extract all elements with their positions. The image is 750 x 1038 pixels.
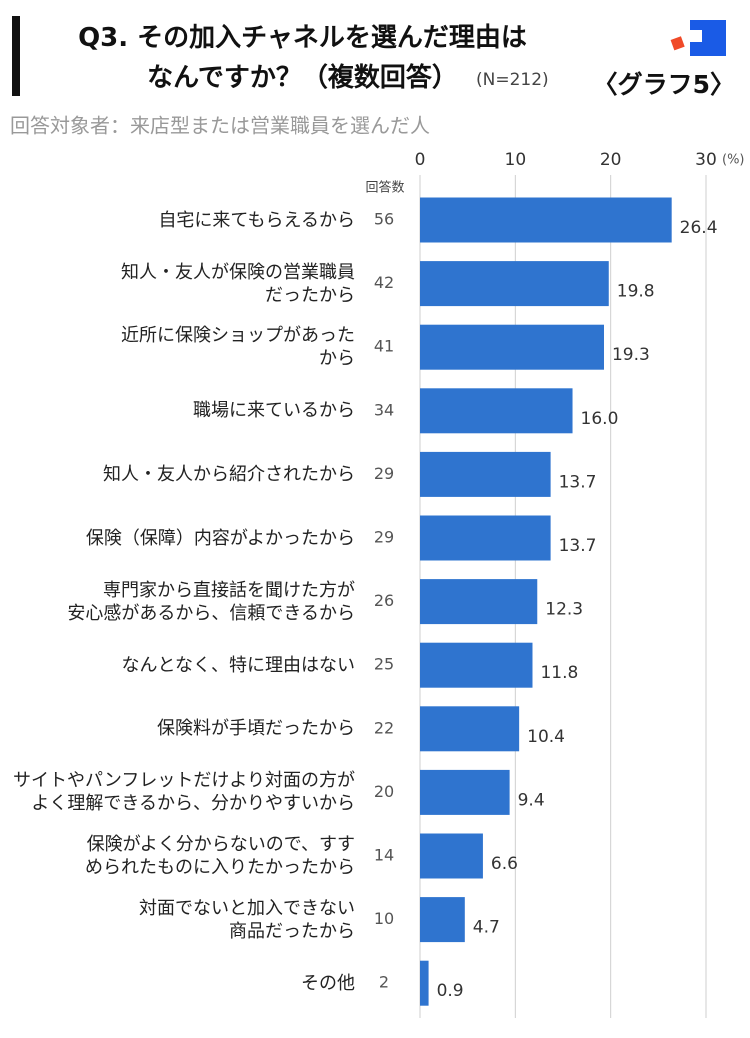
bar (420, 897, 465, 943)
category-label: サイトやパンフレットだけより対面の方が よく理解できるから、分かりやすいから (13, 770, 355, 815)
count-label: 26 (374, 591, 394, 610)
bar (420, 769, 510, 815)
category-label: 保険（保障）内容がよかったから (85, 527, 355, 549)
unit: (%) (722, 153, 745, 168)
count-header: 回答数 (365, 180, 404, 196)
value-label: 13.7 (559, 536, 597, 556)
value-label: 6.6 (491, 854, 518, 874)
value-label: 13.7 (559, 472, 597, 492)
category-label: 近所に保険ショップがあった から (121, 325, 355, 370)
count-label: 34 (374, 400, 394, 419)
category-label: 自宅に来てもらえるから (158, 209, 355, 231)
category-label: 知人・友人が保険の営業職員 だったから (121, 261, 355, 306)
count-label: 29 (374, 464, 394, 483)
value-label: 9.4 (518, 790, 545, 810)
bar (420, 388, 573, 434)
bar (420, 324, 604, 370)
bar (420, 451, 551, 497)
count-label: 56 (374, 210, 394, 229)
count-label: 25 (374, 655, 394, 674)
logo-notch (688, 30, 702, 42)
title-bar (12, 16, 20, 96)
count-label: 2 (379, 973, 389, 992)
value-label: 4.7 (473, 918, 500, 938)
bar (420, 833, 483, 879)
bar (420, 515, 551, 561)
subtitle: 回答対象者：来店型または営業職員を選んだ人 (10, 114, 430, 138)
graph-label: 〈グラフ5〉 (593, 70, 735, 99)
bar (420, 960, 429, 1006)
x-tick-label: 20 (600, 150, 622, 170)
count-label: 10 (374, 909, 394, 928)
value-label: 19.8 (617, 282, 655, 302)
logo-accent (670, 36, 685, 51)
category-label: なんとなく、特に理由はない (121, 654, 355, 676)
value-label: 12.3 (545, 600, 583, 620)
value-label: 19.3 (612, 345, 650, 365)
x-tick-label: 30 (695, 150, 717, 170)
bar (420, 197, 672, 243)
category-label: 専門家から直接話を聞けた方が 安心感があるから、信頼できるから (67, 579, 355, 624)
sample-size: (N=212) (476, 70, 549, 90)
value-label: 16.0 (581, 409, 619, 429)
count-label: 22 (374, 718, 394, 737)
x-tick-label: 0 (415, 150, 426, 170)
count-label: 20 (374, 782, 394, 801)
bar (420, 579, 538, 625)
value-label: 26.4 (680, 218, 718, 238)
category-label: 職場に来ているから (193, 400, 355, 422)
count-label: 41 (374, 337, 394, 356)
count-label: 29 (374, 528, 394, 547)
value-label: 0.9 (437, 981, 464, 1001)
count-label: 14 (374, 846, 394, 865)
value-label: 11.8 (540, 663, 578, 683)
category-label: 保険がよく分からないので、すす められたものに入りたかったから (85, 834, 355, 878)
bar (420, 706, 520, 752)
bar (420, 261, 609, 307)
bar (420, 642, 533, 688)
category-label: 保険料が手頃だったから (157, 718, 355, 740)
category-label: その他 (301, 972, 355, 994)
chart-title: Q3. その加入チャネルを選んだ理由は なんですか？（複数回答） (78, 23, 527, 93)
category-label: 知人・友人から紹介されたから (103, 463, 355, 485)
value-label: 10.4 (527, 727, 565, 747)
category-label: 対面でないと加入できない 商品だったから (139, 897, 355, 942)
x-tick-label: 10 (505, 150, 527, 170)
count-label: 42 (374, 273, 394, 292)
